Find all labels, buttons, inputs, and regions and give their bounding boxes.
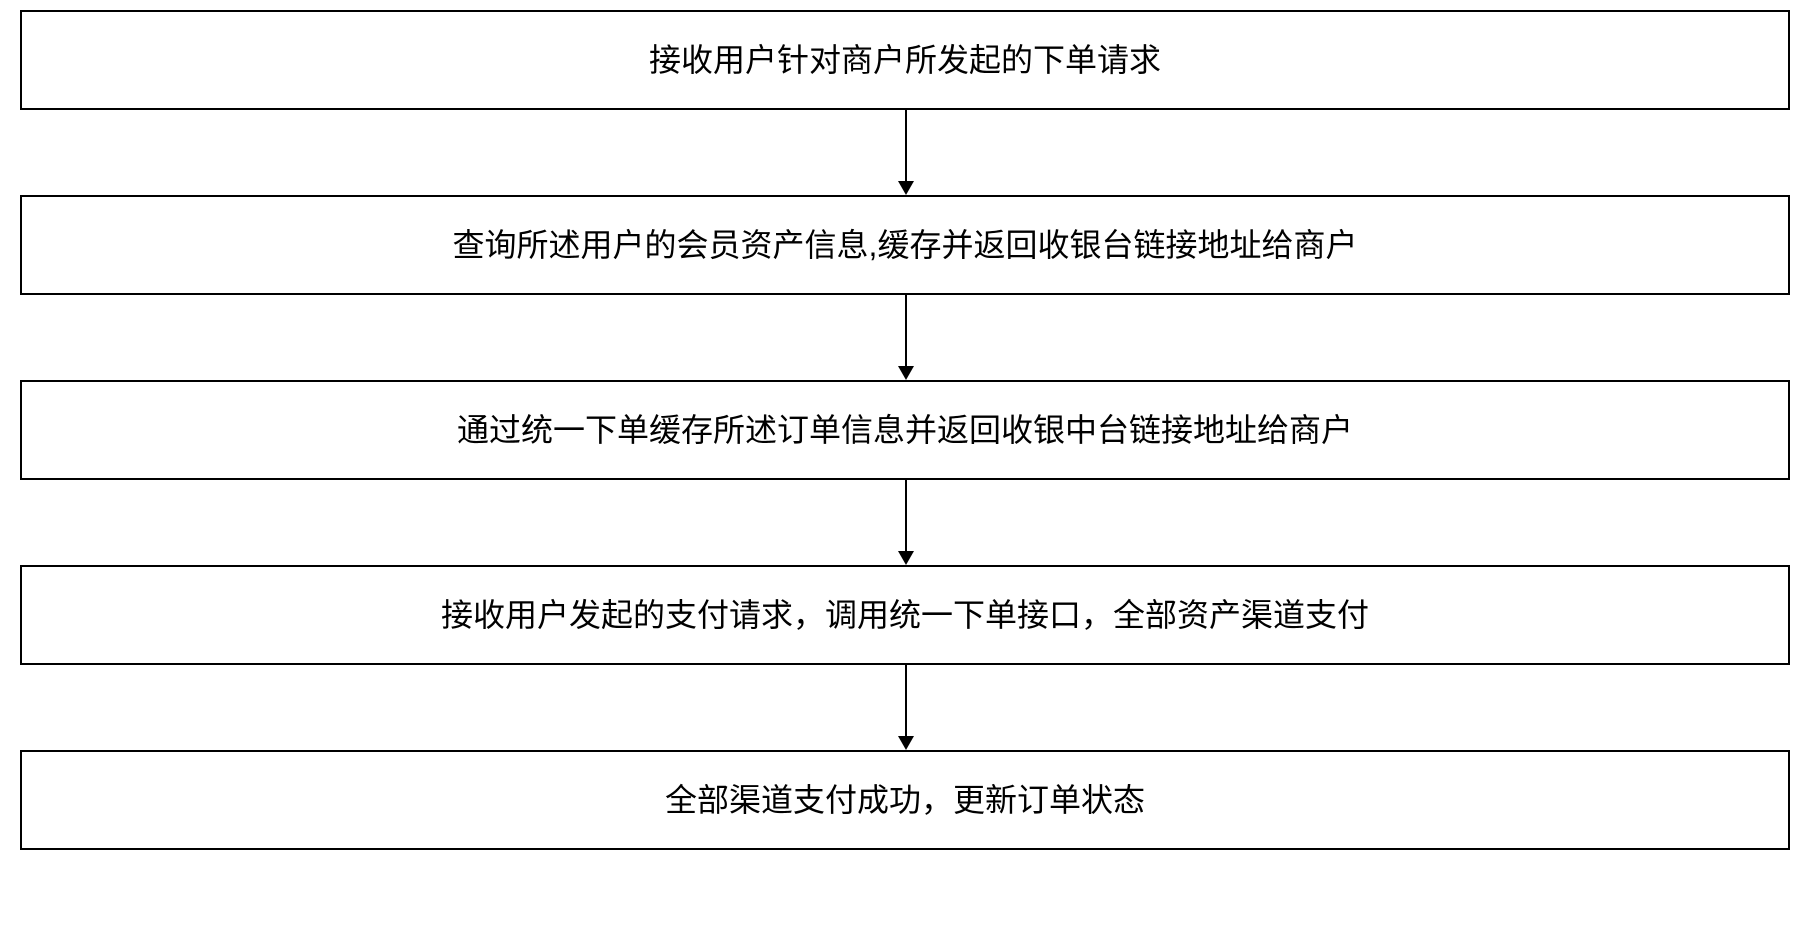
flow-node-2: 查询所述用户的会员资产信息,缓存并返回收银台链接地址给商户 [20,195,1790,295]
arrow-line-icon [905,110,907,181]
flow-node-4: 接收用户发起的支付请求，调用统一下单接口，全部资产渠道支付 [20,565,1790,665]
arrow-head-icon [898,551,914,565]
arrow-head-icon [898,366,914,380]
arrow-line-icon [905,295,907,366]
arrow-head-icon [898,736,914,750]
flow-node-5: 全部渠道支付成功，更新订单状态 [20,750,1790,850]
flow-node-1: 接收用户针对商户所发起的下单请求 [20,10,1790,110]
flow-node-1-label: 接收用户针对商户所发起的下单请求 [649,38,1161,83]
arrow-head-icon [898,181,914,195]
arrow-line-icon [905,665,907,736]
flow-node-5-label: 全部渠道支付成功，更新订单状态 [665,778,1145,823]
flowchart-container: 接收用户针对商户所发起的下单请求 查询所述用户的会员资产信息,缓存并返回收银台链… [0,0,1812,937]
flow-node-3-label: 通过统一下单缓存所述订单信息并返回收银中台链接地址给商户 [457,408,1353,453]
arrow-line-icon [905,480,907,551]
flow-arrow-3 [896,480,916,565]
flow-node-4-label: 接收用户发起的支付请求，调用统一下单接口，全部资产渠道支付 [441,593,1369,638]
flow-node-3: 通过统一下单缓存所述订单信息并返回收银中台链接地址给商户 [20,380,1790,480]
flow-node-2-label: 查询所述用户的会员资产信息,缓存并返回收银台链接地址给商户 [453,223,1358,268]
flow-arrow-4 [896,665,916,750]
flow-arrow-1 [896,110,916,195]
flow-arrow-2 [896,295,916,380]
